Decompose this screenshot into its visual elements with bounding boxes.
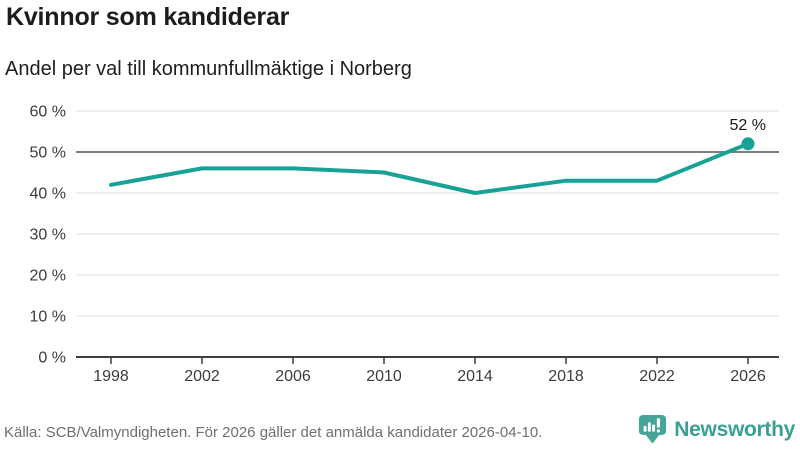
brand-name: Newsworthy	[674, 417, 795, 441]
x-axis-labels: 1998 2002 2006 2010 2014 2018 2022 2026	[93, 368, 766, 385]
bar-3	[652, 424, 656, 432]
y-tick-label: 20 %	[30, 268, 66, 285]
x-tick-label: 2014	[457, 368, 493, 385]
y-tick-label: 0 %	[38, 350, 66, 367]
y-tick-label: 40 %	[30, 186, 66, 203]
y-tick-label: 60 %	[30, 104, 66, 121]
x-tick-label: 2002	[184, 368, 220, 385]
y-tick-label: 10 %	[30, 309, 66, 326]
chart-title: Kvinnor som kandiderar	[6, 3, 290, 31]
chart-subtitle: Andel per val till kommunfullmäktige i N…	[5, 58, 412, 80]
end-value-label: 52 %	[730, 117, 766, 134]
brand-logo: Newsworthy	[638, 414, 795, 445]
data-line	[109, 141, 750, 195]
end-point-marker	[741, 137, 755, 151]
axes	[76, 356, 779, 364]
x-tick-label: 2010	[366, 368, 402, 385]
y-tick-label: 30 %	[30, 227, 66, 244]
footer: Källa: SCB/Valmyndigheten. För 2026 gäll…	[0, 410, 800, 450]
x-tick-label: 2022	[639, 368, 675, 385]
exclamation-bar	[657, 418, 661, 428]
exclamation-dot	[657, 429, 661, 433]
x-tick-label: 2006	[275, 368, 311, 385]
bar-2	[648, 422, 652, 432]
newsworthy-chart-bubble-icon	[639, 415, 667, 444]
y-tick-label: 50 %	[30, 145, 66, 162]
x-tick-label: 2018	[548, 368, 584, 385]
bar-1	[643, 425, 647, 432]
x-tick-label: 1998	[93, 368, 129, 385]
gridlines	[76, 110, 779, 317]
data-series	[109, 137, 755, 195]
line-chart: 0 % 10 % 20 % 30 % 40 % 50 % 60 % 1998 2002 2006…	[30, 104, 779, 385]
source-note: Källa: SCB/Valmyndigheten. För 2026 gäll…	[4, 424, 543, 441]
x-tick-label: 2026	[730, 368, 766, 385]
y-axis-labels: 0 % 10 % 20 % 30 % 40 % 50 % 60 %	[30, 104, 66, 367]
